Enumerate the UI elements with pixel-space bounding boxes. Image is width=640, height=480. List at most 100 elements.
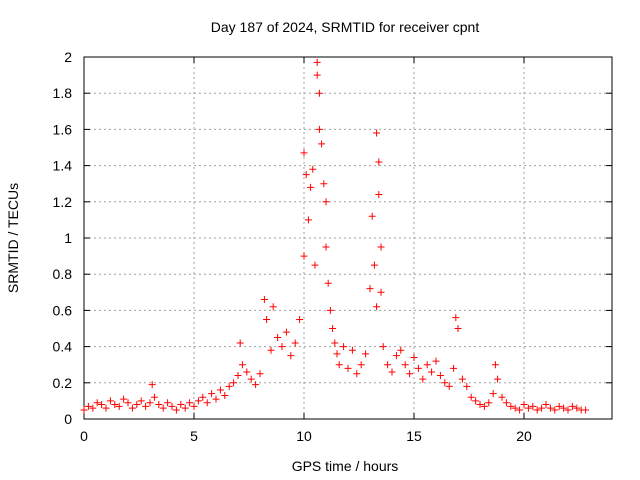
data-point bbox=[322, 243, 330, 251]
data-point bbox=[454, 325, 462, 332]
data-point bbox=[252, 381, 260, 389]
data-point bbox=[320, 180, 328, 188]
y-tick-label: 1.8 bbox=[53, 85, 73, 101]
data-point bbox=[128, 404, 136, 412]
x-axis-label: GPS time / hours bbox=[292, 458, 399, 474]
data-point bbox=[340, 343, 348, 351]
data-point bbox=[370, 261, 378, 269]
data-point bbox=[309, 165, 317, 173]
data-point bbox=[230, 379, 238, 387]
data-point bbox=[555, 402, 563, 410]
data-point bbox=[307, 183, 315, 191]
data-point bbox=[458, 375, 466, 383]
data-point bbox=[485, 399, 493, 407]
plot-frame bbox=[83, 56, 613, 420]
data-point bbox=[401, 361, 409, 369]
data-point bbox=[142, 402, 150, 410]
data-point bbox=[80, 406, 88, 414]
data-point bbox=[106, 397, 114, 405]
data-point bbox=[419, 375, 427, 383]
data-point bbox=[93, 399, 101, 407]
data-point bbox=[357, 361, 365, 369]
x-tick-label: 0 bbox=[80, 428, 88, 444]
y-tick-label: 1.2 bbox=[53, 194, 73, 210]
data-point bbox=[428, 368, 436, 376]
data-point bbox=[480, 402, 488, 410]
data-point bbox=[397, 346, 405, 354]
data-point bbox=[573, 404, 581, 412]
data-point bbox=[172, 406, 180, 414]
data-point bbox=[225, 382, 233, 390]
data-point bbox=[311, 261, 319, 269]
x-tick-label: 15 bbox=[406, 428, 422, 444]
y-tick-label: 1.6 bbox=[53, 121, 73, 137]
data-point bbox=[98, 401, 106, 409]
data-point bbox=[322, 198, 330, 206]
data-point bbox=[375, 191, 383, 199]
data-point bbox=[489, 390, 497, 398]
data-point bbox=[304, 216, 312, 224]
gridlines bbox=[84, 57, 612, 419]
data-point bbox=[335, 361, 343, 369]
tick-labels: 0 5 10 15 20 0 0.2 0.4 0.6 0.8 1 1.2 1.4 1.6 1.8 2 bbox=[53, 49, 532, 444]
data-point bbox=[452, 314, 460, 322]
data-point bbox=[177, 401, 185, 409]
y-tick-label: 1 bbox=[64, 230, 72, 246]
data-point bbox=[302, 171, 310, 179]
data-point bbox=[568, 402, 576, 410]
data-point bbox=[238, 361, 246, 369]
data-point bbox=[287, 352, 295, 360]
data-point bbox=[291, 339, 299, 347]
data-point bbox=[362, 350, 370, 358]
data-point bbox=[377, 243, 385, 251]
data-point bbox=[168, 402, 176, 410]
data-point bbox=[384, 361, 392, 369]
data-point bbox=[538, 404, 546, 412]
data-point bbox=[511, 404, 519, 412]
data-point bbox=[546, 404, 554, 412]
data-points bbox=[80, 58, 590, 414]
data-point bbox=[436, 372, 444, 380]
data-point bbox=[120, 395, 128, 403]
data-point bbox=[274, 334, 282, 342]
data-point bbox=[406, 370, 414, 378]
data-point bbox=[353, 370, 361, 378]
data-point bbox=[146, 399, 154, 407]
data-point bbox=[392, 352, 400, 360]
data-point bbox=[551, 406, 559, 414]
y-tick-label: 2 bbox=[64, 49, 72, 65]
data-point bbox=[199, 393, 207, 401]
data-point bbox=[115, 402, 123, 410]
data-point bbox=[388, 368, 396, 376]
data-point bbox=[368, 212, 376, 220]
data-point bbox=[414, 364, 422, 372]
data-point bbox=[164, 399, 172, 407]
y-tick-label: 0.6 bbox=[53, 302, 73, 318]
data-point bbox=[529, 402, 537, 410]
data-point bbox=[520, 401, 528, 409]
data-point bbox=[476, 401, 484, 409]
data-point bbox=[507, 402, 515, 410]
y-tick-label: 0.4 bbox=[53, 339, 73, 355]
axis-ticks bbox=[83, 56, 612, 420]
data-point bbox=[472, 397, 480, 405]
data-point bbox=[348, 346, 356, 354]
data-point bbox=[410, 353, 418, 361]
data-point bbox=[137, 397, 145, 405]
data-point bbox=[441, 379, 449, 387]
data-point bbox=[432, 357, 440, 365]
data-point bbox=[366, 285, 374, 293]
data-point bbox=[373, 303, 381, 311]
data-point bbox=[263, 315, 271, 323]
data-point bbox=[111, 401, 119, 409]
y-tick-label: 0.2 bbox=[53, 375, 73, 391]
data-point bbox=[491, 361, 499, 369]
data-point bbox=[423, 361, 431, 369]
data-point bbox=[269, 303, 277, 311]
data-point bbox=[564, 406, 572, 414]
data-point bbox=[194, 397, 202, 405]
data-point bbox=[181, 404, 189, 412]
data-point bbox=[467, 393, 475, 401]
data-point bbox=[524, 404, 532, 412]
